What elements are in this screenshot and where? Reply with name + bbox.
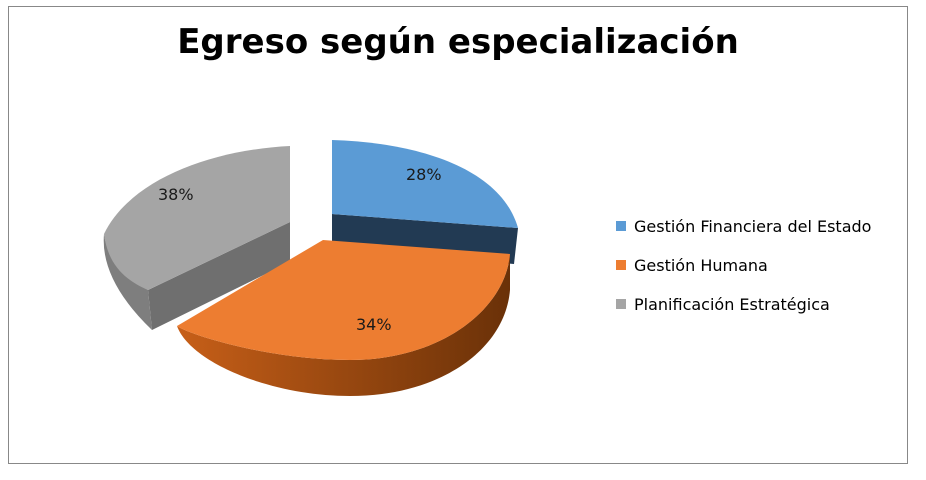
legend: Gestión Financiera del Estado Gestión Hu…: [616, 216, 871, 333]
pie-slice-planificacion: [104, 146, 290, 290]
legend-swatch-planificacion: [616, 299, 626, 309]
pie-slice-rim-planificacion: [103, 234, 152, 330]
legend-label-humana: Gestión Humana: [634, 255, 768, 275]
legend-item-financiera: Gestión Financiera del Estado: [616, 216, 871, 236]
legend-swatch-financiera: [616, 221, 626, 231]
pie-slice-financiera: [332, 140, 518, 228]
pie-slice-side-humana: [177, 254, 510, 396]
data-label-humana: 34%: [356, 315, 392, 334]
legend-label-planificacion: Planificación Estratégica: [634, 294, 830, 314]
legend-label-financiera: Gestión Financiera del Estado: [634, 216, 872, 236]
chart-title: Egreso según especialización: [177, 22, 739, 62]
legend-swatch-humana: [616, 260, 626, 270]
data-label-financiera: 28%: [406, 165, 442, 184]
data-label-planificacion: 38%: [158, 185, 194, 204]
pie-slice-side-planificacion: [148, 222, 290, 330]
pie-slice-humana: [177, 240, 510, 360]
legend-item-planificacion: Planificación Estratégica: [616, 294, 871, 314]
legend-item-humana: Gestión Humana: [616, 255, 871, 275]
